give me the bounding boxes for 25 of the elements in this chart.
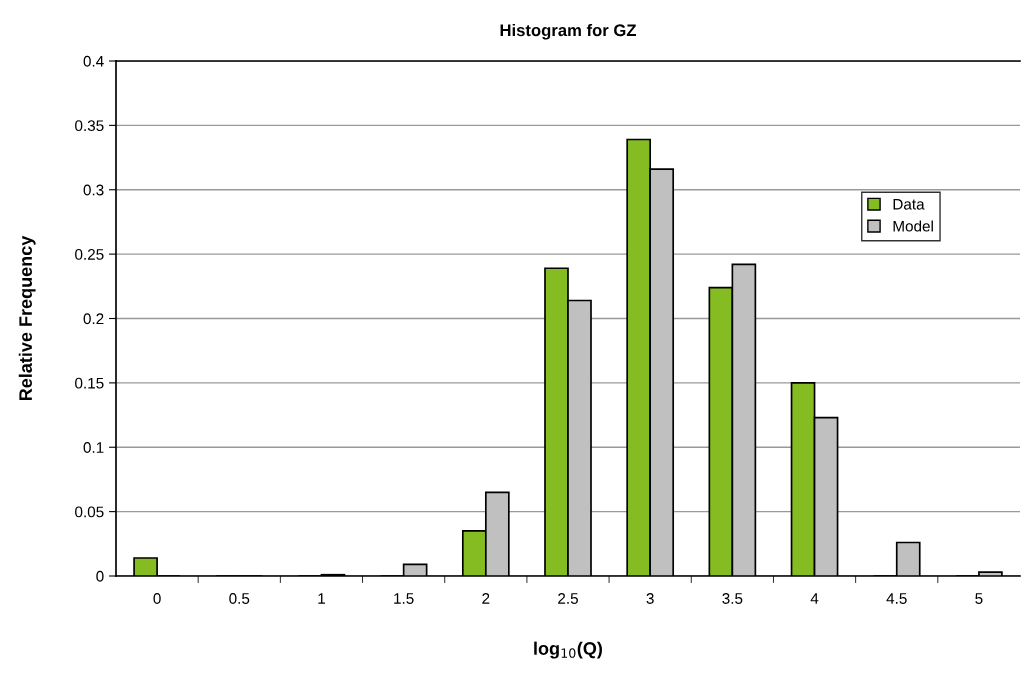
y-axis-title: Relative Frequency xyxy=(18,235,36,401)
x-tick-label: 4.5 xyxy=(886,593,907,604)
x-tick-label: 4 xyxy=(810,593,819,604)
y-tick-label: 0.15 xyxy=(75,377,104,389)
x-tick-label: 2.5 xyxy=(558,593,578,604)
y-tick-label: 0.3 xyxy=(83,184,104,196)
x-tick-label: 0.5 xyxy=(229,593,250,604)
x-axis-title: log$_{10}$(Q) xyxy=(534,641,602,659)
x-tick-label: 0 xyxy=(153,593,161,604)
chart-title: Histogram for GZ xyxy=(500,23,637,40)
legend-label: Data xyxy=(893,198,925,210)
x-tick-label: 5 xyxy=(975,593,983,604)
y-tick-label: 0.4 xyxy=(83,55,104,67)
y-tick-label: 0.25 xyxy=(75,248,104,260)
x-tick-label: 3 xyxy=(646,593,654,604)
y-tick-label: 0.05 xyxy=(75,506,104,518)
x-tick-label: 3.5 xyxy=(722,593,743,604)
x-tick-label: 2 xyxy=(482,593,490,604)
legend-label: Model xyxy=(893,220,933,232)
y-tick-label: 0 xyxy=(96,570,104,582)
y-tick-label: 0.2 xyxy=(83,313,104,325)
x-tick-label: 1.5 xyxy=(394,593,414,604)
y-tick-label: 0.1 xyxy=(83,442,104,453)
y-tick-label: 0.35 xyxy=(75,120,104,132)
x-tick-label: 1 xyxy=(318,593,325,604)
